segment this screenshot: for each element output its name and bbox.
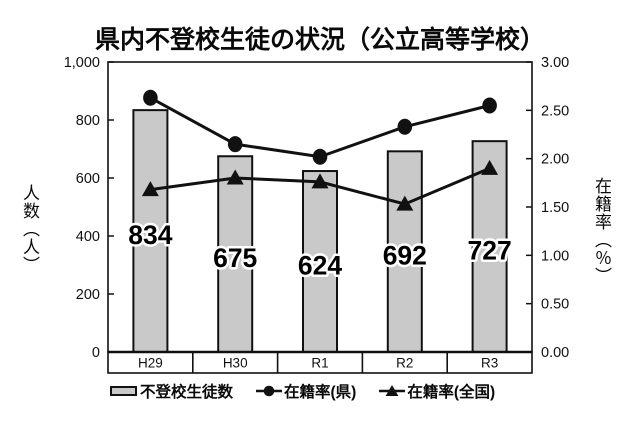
bar-value-label-R2: 692 [383,241,427,271]
circle-line-icon [256,385,283,397]
category-row [107,351,533,374]
bar-value-label-R1: 624 [298,251,342,281]
bar-H30 [217,155,254,353]
category-label-R1: R1 [311,356,328,371]
bar-value-label-R3: 727 [467,236,511,266]
right-tick-label: 1.00 [541,248,569,264]
right-axis-title: 在籍率（％） [592,177,611,285]
legend-item-national: 在籍率(全国) [379,380,495,402]
category-label-R3: R3 [481,356,498,371]
bar-R1 [302,170,338,353]
bar-value-label-H29: 834 [128,220,172,250]
triangle-line-icon [379,385,406,396]
right-tick-label: 2.00 [541,152,569,168]
marker-triangle-H29 [141,181,159,197]
right-tick-label: 2.50 [541,103,569,119]
right-tick-label: 0.50 [541,297,569,313]
right-tick-label: 0.00 [541,345,569,361]
left-tick-label: 200 [76,287,100,303]
marker-circle-R2 [397,118,413,135]
left-tick-label: 600 [76,171,100,187]
marker-triangle-R2 [396,195,414,211]
right-tick-label: 3.00 [541,55,569,71]
category-label-H30: H30 [223,356,248,371]
left-axis-title: 人数（人） [20,184,39,274]
bar-H29 [132,109,169,353]
marker-triangle-R1 [311,173,329,189]
legend-label-national: 在籍率(全国) [407,384,496,401]
chart-title: 県内不登校生徒の状況（公立高等学校） [94,26,545,54]
bar-value-label-H30: 675 [213,243,257,273]
left-tick-label: 800 [76,113,100,129]
legend-label-bars: 不登校生徒数 [140,384,234,401]
bar-R3 [471,140,508,353]
marker-circle-R1 [312,148,328,165]
category-label-R2: R2 [396,356,413,371]
legend: 不登校生徒数 在籍率(県) 在籍率(全国) [110,379,495,403]
left-tick-label: 1,000 [64,55,100,71]
left-tick-label: 400 [76,229,100,245]
line-circle [149,96,490,159]
marker-circle-H29 [143,89,158,106]
marker-triangle-H30 [226,169,244,185]
marker-triangle-R3 [481,159,499,175]
legend-item-pref: 在籍率(県) [256,380,356,402]
marker-circle-H30 [227,136,243,153]
legend-label-pref: 在籍率(県) [284,384,357,401]
marker-circle-R3 [482,97,497,114]
bar-swatch-icon [110,386,137,396]
left-tick-label: 0 [92,345,100,361]
right-tick-label: 1.50 [541,200,569,216]
bar-R2 [386,150,423,353]
category-label-H29: H29 [138,356,163,371]
legend-item-bars: 不登校生徒数 [110,380,233,402]
